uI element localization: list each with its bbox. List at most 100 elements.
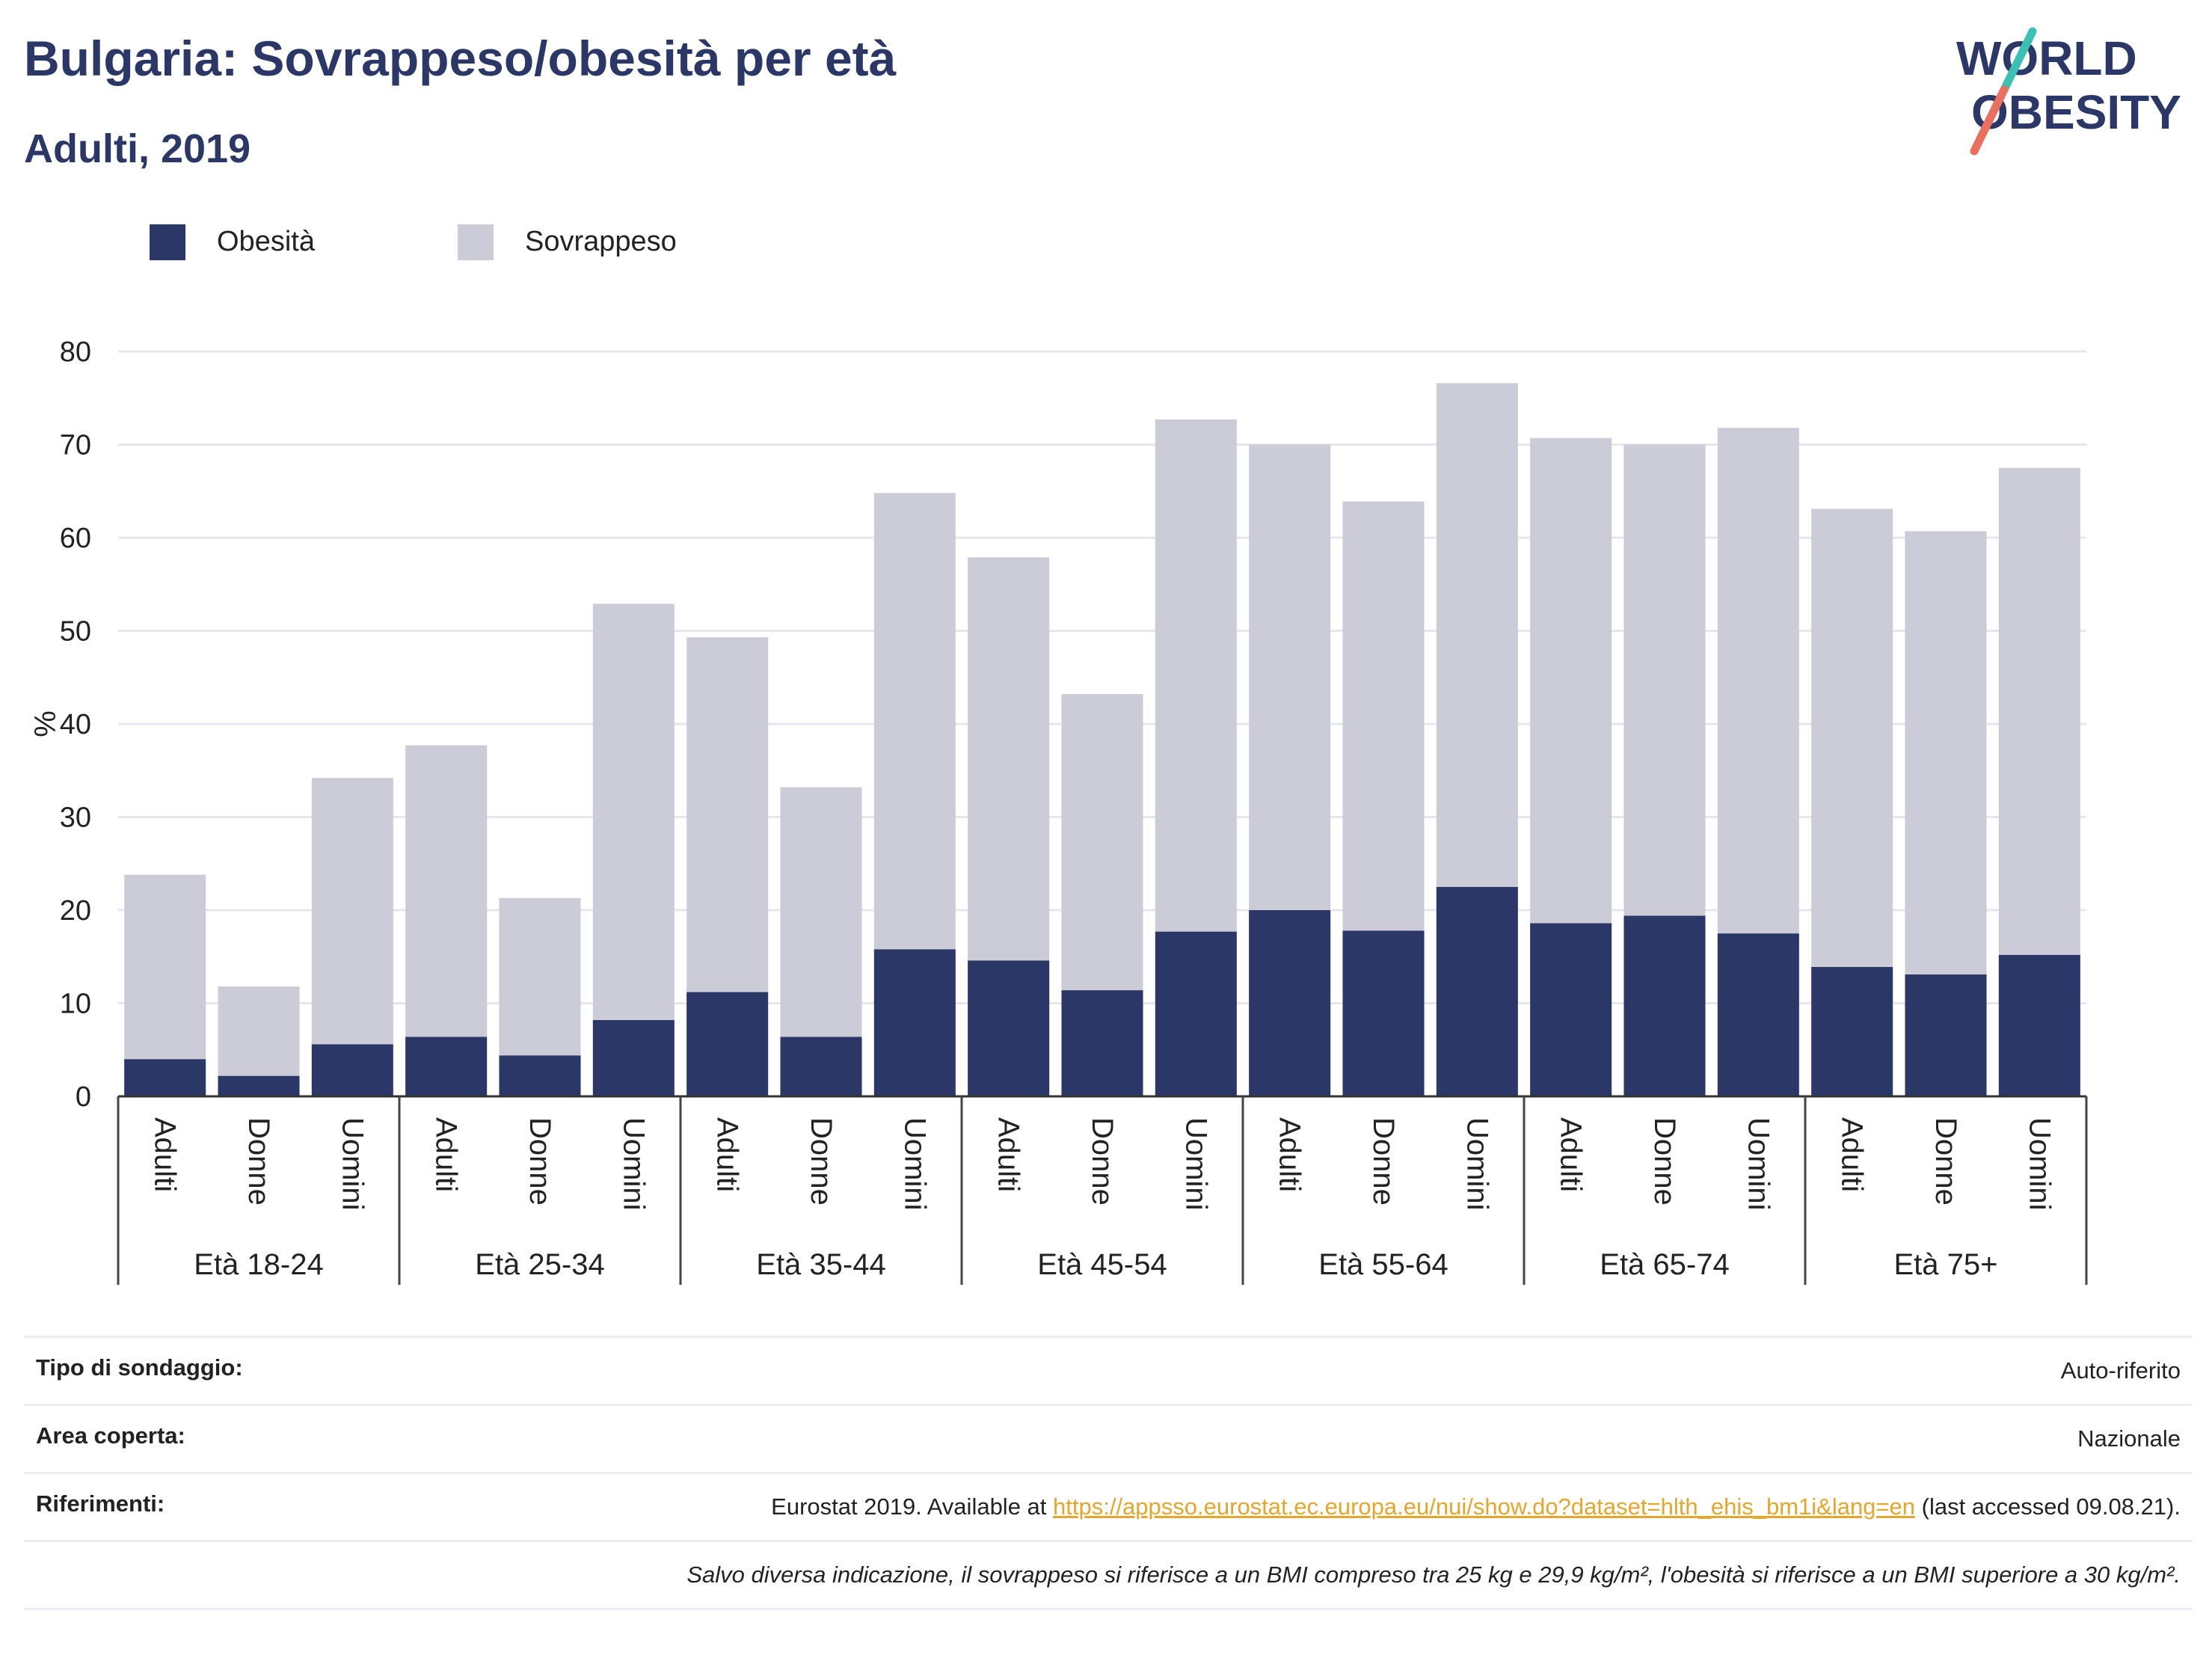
bar-sovrappeso-13 [1342, 501, 1425, 931]
y-tick-label-20: 20 [60, 895, 91, 927]
world-obesity-logo: WORLD OBESITY [1956, 27, 2181, 156]
bar-obesita-11 [1155, 931, 1237, 1096]
x-category-label-16: Donne [1648, 1117, 1681, 1206]
bar-sovrappeso-3 [405, 745, 488, 1037]
x-category-label-10: Donne [1086, 1117, 1119, 1206]
y-tick-label-50: 50 [60, 616, 91, 648]
x-category-label-9: Adulti [992, 1117, 1025, 1192]
x-category-label-2: Uomini [336, 1117, 369, 1210]
bar-obesita-3 [405, 1037, 488, 1096]
bar-obesita-16 [1623, 915, 1706, 1096]
info-table: Tipo di sondaggio: Auto-riferito Area co… [24, 1336, 2193, 1610]
x-category-label-4: Donne [523, 1117, 556, 1206]
info-row-references: Riferimenti: Eurostat 2019. Available at… [24, 1472, 2193, 1540]
area-value: Nazionale [2077, 1425, 2181, 1452]
info-row-area: Area coperta: Nazionale [24, 1404, 2193, 1472]
legend-label-obesita: Obesità [217, 226, 315, 257]
bar-sovrappeso-14 [1436, 383, 1518, 887]
references-label: Riferimenti: [36, 1490, 165, 1517]
area-label: Area coperta: [36, 1422, 185, 1449]
stacked-bar-chart: 0 10 20 30 40 50 60 70 80% Adulti Donne Uomini Adult… [29, 337, 2088, 1285]
x-category-label-5: Uomini [617, 1117, 650, 1210]
x-category-label-19: Donne [1929, 1117, 1962, 1206]
bar-obesita-0 [124, 1059, 206, 1096]
definition-note: Salvo diversa indicazione, il sovrappeso… [686, 1562, 2181, 1588]
group-label-0: Età 18-24 [194, 1248, 323, 1281]
info-row-survey: Tipo di sondaggio: Auto-riferito [24, 1336, 2193, 1404]
legend-swatch-obesita [150, 224, 185, 260]
info-row-note: Salvo diversa indicazione, il sovrappeso… [24, 1540, 2193, 1610]
y-tick-label-30: 30 [60, 802, 91, 834]
bar-sovrappeso-4 [499, 897, 581, 1056]
bar-obesita-19 [1905, 974, 1987, 1096]
bar-sovrappeso-16 [1623, 444, 1706, 916]
survey-label: Tipo di sondaggio: [36, 1354, 243, 1381]
bar-sovrappeso-15 [1530, 437, 1612, 924]
group-label-1: Età 25-34 [475, 1248, 604, 1281]
references-prefix: Eurostat 2019. Available at [771, 1493, 1054, 1520]
page-title: Bulgaria: Sovrappeso/obesità per età [24, 31, 897, 86]
bar-sovrappeso-9 [968, 557, 1050, 961]
bar-obesita-10 [1061, 990, 1143, 1096]
group-label-2: Età 35-44 [756, 1248, 885, 1281]
y-tick-label-70: 70 [60, 430, 91, 461]
x-category-label-13: Donne [1367, 1117, 1400, 1206]
bar-sovrappeso-7 [780, 787, 862, 1037]
group-label-5: Età 65-74 [1600, 1248, 1729, 1281]
x-category-label-14: Uomini [1460, 1117, 1493, 1210]
references-value: Eurostat 2019. Available at https://apps… [36, 1490, 2181, 1523]
y-tick-label-80: 80 [60, 337, 91, 368]
logo-line1: WORLD [1956, 31, 2137, 85]
bar-obesita-5 [592, 1019, 675, 1096]
bar-sovrappeso-1 [218, 986, 300, 1076]
page-subtitle: Adulti, 2019 [24, 126, 251, 171]
y-tick-label-40: 40 [60, 709, 91, 740]
group-label-6: Età 75+ [1893, 1248, 1997, 1281]
x-category-label-7: Donne [805, 1117, 838, 1206]
bar-sovrappeso-11 [1155, 419, 1237, 932]
bar-obesita-14 [1436, 886, 1518, 1096]
bar-sovrappeso-5 [592, 604, 675, 1020]
bar-sovrappeso-6 [686, 637, 769, 992]
references-link[interactable]: https://appsso.eurostat.ec.europa.eu/nui… [1053, 1493, 1916, 1520]
bar-obesita-13 [1342, 930, 1425, 1096]
bar-sovrappeso-2 [311, 778, 393, 1045]
references-suffix: (last accessed 09.08.21). [1915, 1493, 2181, 1520]
x-category-label-8: Uomini [898, 1117, 931, 1210]
bar-sovrappeso-20 [1998, 467, 2080, 955]
x-category-label-6: Adulti [711, 1117, 744, 1192]
bar-sovrappeso-10 [1061, 694, 1143, 991]
bar-obesita-7 [780, 1037, 862, 1096]
bar-obesita-6 [686, 992, 769, 1096]
survey-value: Auto-riferito [2060, 1357, 2181, 1384]
x-category-label-11: Uomini [1179, 1117, 1212, 1210]
y-tick-label-0: 0 [76, 1081, 91, 1113]
bar-obesita-18 [1811, 966, 1893, 1096]
y-axis-label: % [29, 710, 62, 737]
legend-label-sovrappeso: Sovrappeso [525, 226, 677, 257]
bar-obesita-1 [218, 1075, 300, 1096]
x-category-label-0: Adulti [149, 1117, 182, 1192]
bar-sovrappeso-18 [1811, 509, 1893, 967]
bar-sovrappeso-0 [124, 874, 206, 1060]
x-category-label-1: Donne [242, 1117, 275, 1206]
group-label-3: Età 45-54 [1037, 1248, 1167, 1281]
x-category-label-3: Adulti [430, 1117, 463, 1192]
bar-obesita-12 [1249, 910, 1331, 1096]
y-tick-label-60: 60 [60, 523, 91, 554]
bar-sovrappeso-17 [1717, 428, 1799, 934]
bar-sovrappeso-8 [873, 493, 956, 950]
x-category-label-15: Adulti [1555, 1117, 1588, 1192]
bar-obesita-9 [968, 960, 1050, 1096]
x-category-label-18: Adulti [1836, 1117, 1869, 1192]
group-label-4: Età 55-64 [1318, 1248, 1448, 1281]
x-category-label-17: Uomini [1742, 1117, 1775, 1210]
logo-accent-coral [1970, 85, 2009, 156]
bar-obesita-2 [311, 1044, 393, 1096]
bar-obesita-15 [1530, 923, 1612, 1096]
x-category-label-20: Uomini [2023, 1117, 2056, 1210]
bar-obesita-4 [499, 1055, 581, 1096]
bar-obesita-17 [1717, 933, 1799, 1096]
y-tick-label-10: 10 [60, 989, 91, 1020]
legend-swatch-sovrappeso [458, 224, 494, 260]
